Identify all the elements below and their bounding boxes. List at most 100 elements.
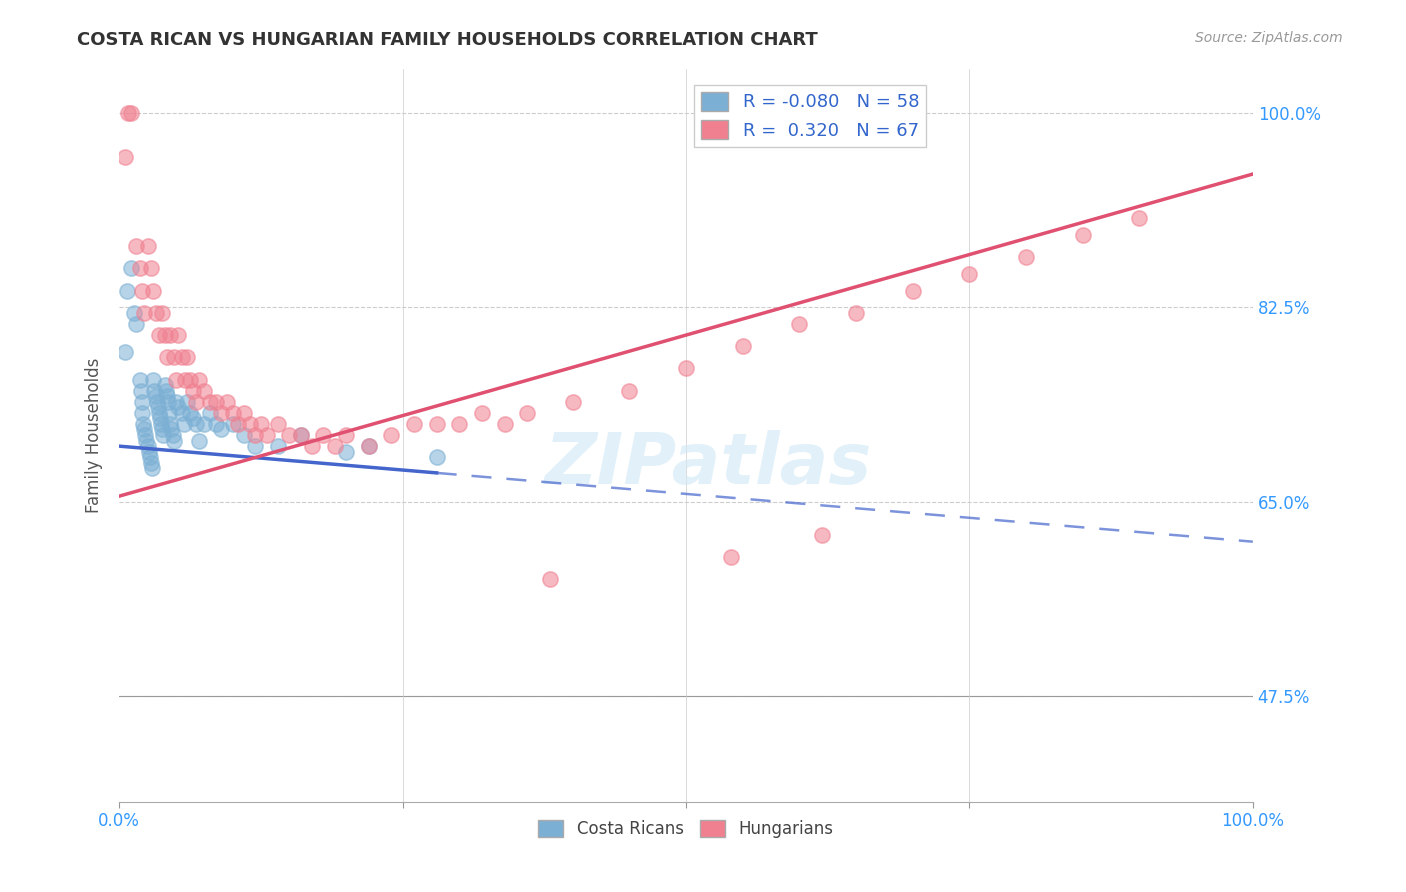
Point [129,384,152,398]
Point [163,351,186,365]
Point [187,434,209,448]
Point [402,417,425,431]
Point [131,406,153,420]
Point [494,417,516,431]
Point [959,267,981,281]
Point [156,394,179,409]
Point [128,261,150,276]
Point [267,417,290,431]
Point [301,439,323,453]
Point [125,317,148,331]
Point [1128,211,1150,226]
Point [145,389,167,403]
Point [426,417,449,431]
Point [250,417,273,431]
Point [233,406,256,420]
Point [181,384,204,398]
Point [167,401,190,415]
Point [138,444,160,458]
Point [380,428,402,442]
Point [179,406,201,420]
Point [131,394,153,409]
Point [150,306,173,320]
Point [170,351,193,365]
Point [789,317,811,331]
Point [125,239,148,253]
Point [117,106,139,120]
Point [198,394,221,409]
Point [186,394,208,409]
Point [134,306,156,320]
Point [156,389,179,403]
Point [135,434,157,448]
Text: ZIPatlas: ZIPatlas [546,430,872,499]
Point [142,372,165,386]
Point [167,328,190,343]
Point [159,417,181,431]
Point [165,394,187,409]
Point [357,439,380,453]
Point [143,384,166,398]
Point [155,384,177,398]
Point [1015,250,1038,264]
Point [132,417,155,431]
Point [1071,228,1094,243]
Point [150,417,173,431]
Point [471,406,494,420]
Point [204,417,226,431]
Point [720,550,742,565]
Point [115,284,138,298]
Point [120,106,142,120]
Point [152,428,174,442]
Point [134,428,156,442]
Point [157,406,180,420]
Point [449,417,471,431]
Text: Source: ZipAtlas.com: Source: ZipAtlas.com [1195,31,1343,45]
Point [141,461,163,475]
Point [170,406,193,420]
Point [173,417,195,431]
Point [176,351,198,365]
Point [142,284,165,298]
Point [139,450,162,465]
Text: COSTA RICAN VS HUNGARIAN FAMILY HOUSEHOLDS CORRELATION CHART: COSTA RICAN VS HUNGARIAN FAMILY HOUSEHOL… [77,31,818,49]
Point [181,411,204,425]
Point [312,428,335,442]
Y-axis label: Family Households: Family Households [86,358,103,513]
Point [215,394,238,409]
Point [114,344,136,359]
Point [176,394,198,409]
Point [516,406,538,420]
Point [156,351,179,365]
Point [731,339,754,353]
Point [845,306,868,320]
Point [146,401,169,415]
Point [139,261,162,276]
Point [278,428,301,442]
Point [128,372,150,386]
Point [209,406,232,420]
Point [186,417,208,431]
Point [239,417,262,431]
Point [131,284,153,298]
Point [561,394,583,409]
Point [114,150,136,164]
Point [204,394,226,409]
Point [122,306,145,320]
Point [193,384,215,398]
Point [245,428,267,442]
Point [148,328,170,343]
Point [150,422,173,436]
Point [233,428,256,442]
Point [179,372,201,386]
Point [145,394,167,409]
Point [136,439,159,453]
Point [120,261,142,276]
Point [335,444,357,458]
Point [162,428,184,442]
Point [174,372,197,386]
Point [538,573,561,587]
Point [187,372,209,386]
Point [335,428,357,442]
Point [148,406,170,420]
